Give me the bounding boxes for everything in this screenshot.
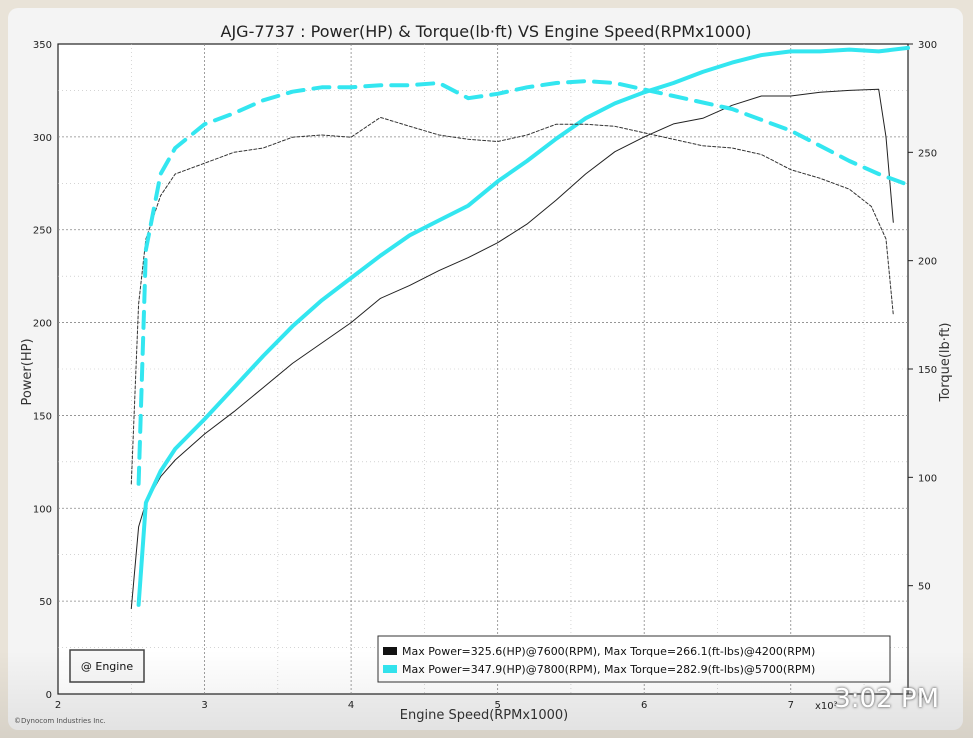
engine-watermark-button: @ Engine — [69, 649, 145, 683]
y-tick-label-right: 150 — [918, 365, 937, 376]
y-tick-label-right: 100 — [918, 473, 937, 484]
y-axis-label-left: Power(HP) — [20, 338, 35, 405]
y-tick-label-right: 250 — [918, 148, 937, 159]
chart-title: AJG-7737 : Power(HP) & Torque(lb·ft) VS … — [221, 22, 752, 41]
y-tick-label-left: 0 — [46, 690, 52, 701]
engine-watermark-label: @ Engine — [81, 660, 133, 673]
y-tick-label-left: 200 — [33, 319, 52, 330]
series-line-3 — [130, 116, 894, 485]
copyright-text: ©Dynocom Industries Inc. — [14, 717, 106, 725]
x-tick-label: 7 — [788, 700, 794, 711]
x-tick-label: 3 — [201, 700, 207, 711]
y-tick-label-left: 50 — [39, 597, 52, 608]
y-tick-label-right: 50 — [918, 582, 931, 593]
x-axis-label: Engine Speed(RPMx1000) — [400, 708, 568, 723]
y-tick-label-left: 150 — [33, 411, 52, 422]
y-tick-label-left: 250 — [33, 226, 52, 237]
legend-entry-1: Max Power=325.6(HP)@7600(RPM), Max Torqu… — [402, 645, 815, 658]
x-tick-label: 5 — [494, 700, 500, 711]
y-axis-label-right: Torque(lb·ft) — [938, 323, 953, 403]
series-line-1 — [130, 88, 894, 610]
series-line-2 — [136, 45, 910, 607]
y-tick-label-left: 300 — [33, 133, 52, 144]
y-tick-label-left: 100 — [33, 504, 52, 515]
legend: Max Power=325.6(HP)@7600(RPM), Max Torqu… — [377, 635, 891, 683]
series-line-4 — [136, 79, 910, 486]
y-tick-label-right: 0 — [918, 690, 924, 701]
y-tick-label-right: 300 — [918, 40, 937, 51]
y-tick-label-right: 200 — [918, 257, 937, 268]
x-multiplier-label: x10³ — [815, 701, 838, 712]
status-time: 3:02 PM — [834, 684, 939, 714]
x-tick-label: 4 — [348, 700, 354, 711]
x-tick-label: 2 — [55, 700, 61, 711]
x-tick-label: 6 — [641, 700, 647, 711]
y-tick-label-left: 350 — [33, 40, 52, 51]
legend-entry-2: Max Power=347.9(HP)@7800(RPM), Max Torqu… — [402, 663, 815, 676]
